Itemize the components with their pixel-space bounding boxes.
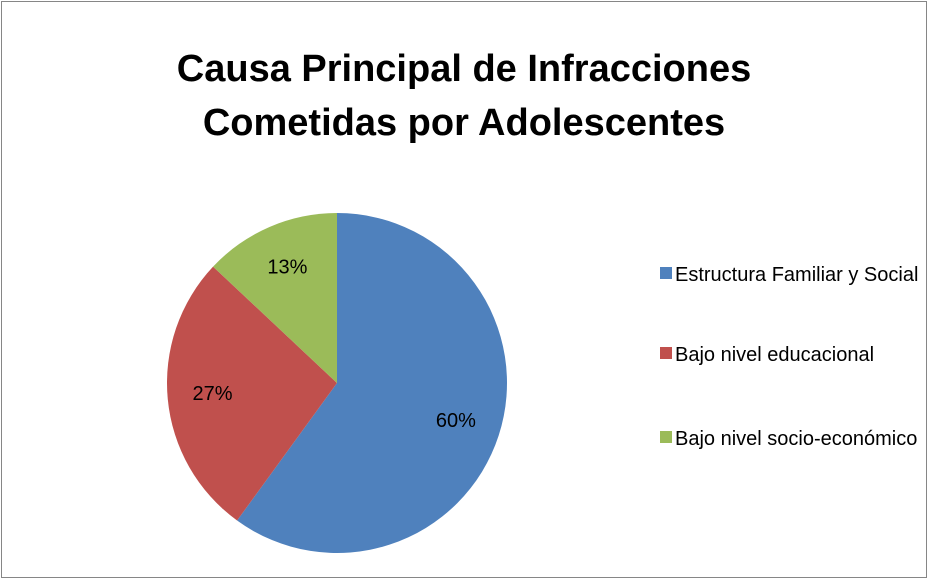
- legend-swatch: [660, 431, 672, 443]
- legend-item: Bajo nivel educacional: [660, 340, 922, 371]
- pie-slice: [237, 213, 507, 553]
- legend-label: Bajo nivel socio-económico: [675, 428, 918, 450]
- pie-slice: [213, 213, 337, 383]
- legend-label: Estructura Familiar y Social: [675, 264, 919, 286]
- legend-label: Bajo nivel educacional: [675, 344, 875, 366]
- legend-swatch: [660, 347, 672, 359]
- data-label: 13%: [267, 257, 307, 279]
- chart-title: Causa Principal de Infracciones Cometida…: [176, 48, 752, 144]
- legend-swatch: [660, 267, 672, 279]
- legend-item: Estructura Familiar y Social: [660, 260, 922, 291]
- data-label: 27%: [193, 383, 233, 405]
- data-label: 60%: [436, 410, 476, 432]
- pie-slice: [167, 266, 337, 521]
- legend-item: Bajo nivel socio-económico: [660, 424, 922, 455]
